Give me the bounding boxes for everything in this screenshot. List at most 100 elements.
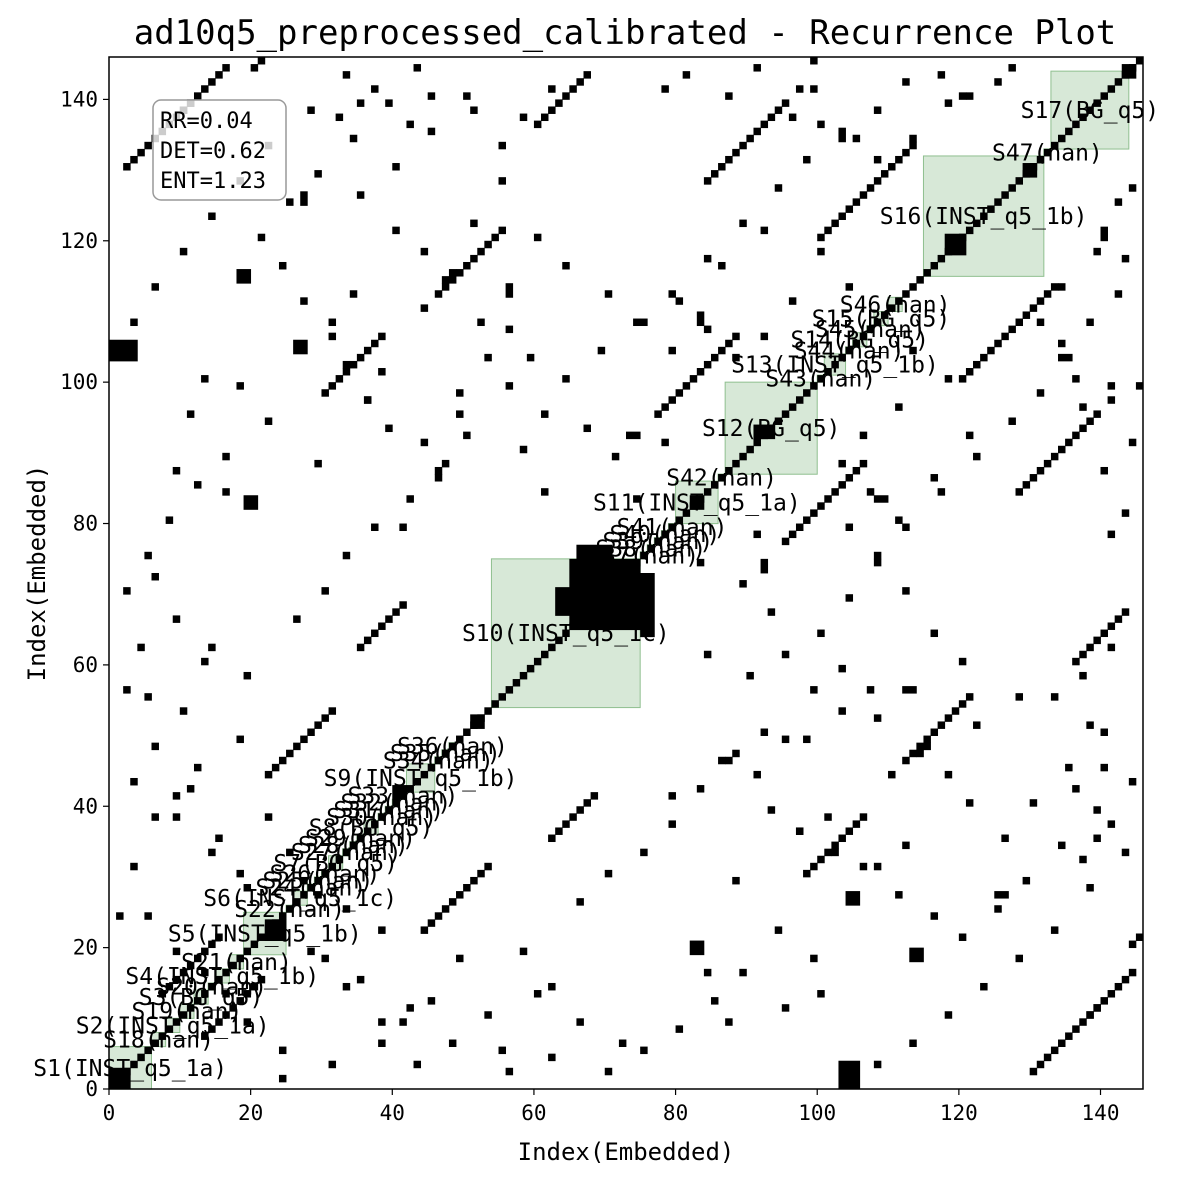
diagonal-cell <box>427 763 436 772</box>
diagonal-cell <box>703 488 712 496</box>
diagonal-cell <box>548 643 556 652</box>
recurrence-point <box>944 375 953 383</box>
recurrence-block <box>1058 353 1073 362</box>
recurrence-point <box>732 876 740 885</box>
recurrence-line-cell <box>548 834 556 843</box>
recurrence-point <box>236 735 244 744</box>
recurrence-point <box>123 686 131 694</box>
diagonal-cell <box>420 770 429 779</box>
recurrence-line-cell <box>569 813 577 821</box>
recurrence-point <box>144 551 152 560</box>
diagonal-cell <box>257 933 266 941</box>
recurrence-line-cell <box>902 148 910 157</box>
stat-ent: ENT=1.23 <box>160 169 266 194</box>
recurrence-line-cell <box>1015 318 1024 327</box>
recurrence-point <box>151 742 159 751</box>
diagonal-cell <box>1001 191 1009 199</box>
diagonal-cell <box>151 1039 159 1048</box>
recurrence-point <box>413 64 422 72</box>
segment-label-41: S45(nan) <box>815 317 926 343</box>
recurrence-point <box>767 608 776 616</box>
segment-label-3: S2(INST_q5_1a) <box>76 1013 270 1039</box>
recurrence-point <box>774 926 783 934</box>
recurrence-line-cell <box>654 410 662 418</box>
diagonal-cell <box>342 848 351 857</box>
recurrence-point <box>1029 799 1038 807</box>
diagonal-cell <box>144 1046 152 1055</box>
diagonal-cell <box>1079 113 1087 122</box>
recurrence-point <box>909 1039 917 1048</box>
segment-label-43: S46(nan) <box>840 292 951 318</box>
segment-label-10: S22(nan) <box>234 897 345 923</box>
diagonal-cell <box>880 311 889 319</box>
recurrence-point <box>349 290 358 298</box>
recurrence-point <box>611 452 620 461</box>
diagonal-cell <box>541 650 549 659</box>
recurrence-point <box>342 551 351 560</box>
recurrence-point <box>767 806 776 814</box>
recurrence-line-cell <box>1058 1039 1066 1048</box>
recurrence-point <box>675 1025 684 1033</box>
segment-label-38: S13(INST_q5_1b) <box>731 352 939 378</box>
recurrence-point <box>1015 954 1024 963</box>
recurrence-block <box>909 947 924 963</box>
recurrence-point <box>278 1046 287 1055</box>
recurrence-point <box>406 120 414 129</box>
recurrence-line-cell <box>930 728 939 736</box>
segment-label-37: S43(nan) <box>765 367 876 393</box>
diagonal-cell <box>179 1011 188 1019</box>
recurrence-block <box>640 573 655 638</box>
recurrence-line-cell <box>824 226 832 235</box>
recurrence-line-cell <box>937 721 946 729</box>
recurrence-point <box>533 233 542 242</box>
recurrence-line-cell <box>456 891 464 899</box>
recurrence-point <box>314 170 322 178</box>
recurrence-line-cell <box>951 707 960 715</box>
recurrence-point <box>895 891 903 899</box>
diagonal-cell <box>193 997 202 1005</box>
segment-label-26: S35(nan) <box>390 741 501 767</box>
recurrence-point <box>236 382 244 390</box>
diagonal-cell <box>859 332 868 341</box>
recurrence-point <box>179 247 188 256</box>
diagonal-cell <box>732 459 740 468</box>
diagonal-cell <box>817 375 825 383</box>
recurrence-point <box>739 580 747 588</box>
recurrence-point <box>1107 643 1116 652</box>
recurrence-line-cell <box>144 141 152 150</box>
recurrence-point <box>909 134 917 143</box>
segment-label-23: S33(nan) <box>348 784 459 810</box>
recurrence-point <box>1114 290 1123 298</box>
segment-label-21: S31(nan) <box>333 798 444 824</box>
diagonal-cell <box>774 417 783 425</box>
recurrence-line-cell <box>774 106 783 114</box>
recurrence-point <box>201 968 209 977</box>
recurrence-point <box>420 247 429 256</box>
recurrence-line-cell <box>1015 488 1024 496</box>
plot-area: S1(INST_q5_1a)S18(nan)S2(INST_q5_1a)S19(… <box>33 56 1159 1090</box>
recurrence-point <box>1022 876 1031 885</box>
recurrence-point <box>498 177 507 185</box>
recurrence-line-cell <box>1100 629 1108 638</box>
diagonal-cell <box>668 523 676 532</box>
recurrence-point <box>937 488 946 496</box>
recurrence-line-cell <box>434 912 443 920</box>
y-axis-label: Index(Embedded) <box>23 465 51 682</box>
recurrence-block <box>505 283 514 298</box>
recurrence-line-cell <box>987 346 995 355</box>
diagonal-cell <box>484 707 492 715</box>
recurrence-point <box>661 438 669 447</box>
diagonal-cell <box>463 728 471 736</box>
recurrence-point <box>1050 693 1059 701</box>
recurrence-point <box>250 64 259 72</box>
recurrence-point <box>363 396 372 404</box>
recurrence-line-cell <box>958 700 967 708</box>
segment-label-36: S12(BG_q5) <box>702 416 840 442</box>
recurrence-line-cell <box>965 368 974 376</box>
recurrence-point <box>958 933 967 941</box>
recurrence-point <box>441 276 450 284</box>
recurrence-point <box>944 99 953 107</box>
recurrence-point <box>576 1018 584 1026</box>
recurrence-point <box>434 466 443 475</box>
recurrence-point <box>172 615 181 623</box>
